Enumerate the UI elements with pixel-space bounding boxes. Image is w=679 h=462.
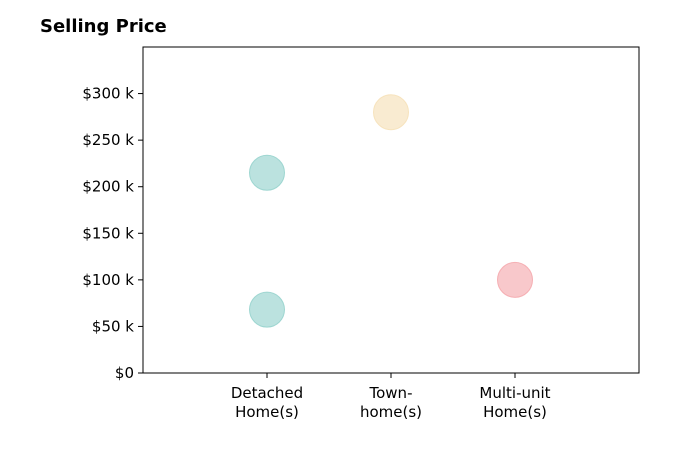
y-axis: $0 $50 k $100 k $150 k $200 k $250 k $300 k [82, 85, 143, 382]
chart-title: Selling Price [40, 16, 167, 37]
data-point-3 [497, 261, 533, 298]
y-tick-label: $200 k [82, 178, 134, 196]
x-tick-label: Multi-unit Home(s) [479, 384, 550, 421]
y-tick-label: $100 k [82, 271, 134, 289]
y-tick-label: $50 k [92, 317, 134, 335]
chart-marks [249, 94, 533, 328]
data-point-0 [249, 154, 285, 191]
data-point-1 [249, 291, 285, 328]
y-tick-label: $300 k [82, 85, 134, 103]
data-point-2 [373, 94, 409, 131]
x-tick-label: Town-home(s) [360, 384, 422, 421]
y-tick-label: $150 k [82, 224, 134, 242]
x-tick-label: Detached Home(s) [231, 384, 303, 421]
y-tick-label: $250 k [82, 131, 134, 149]
x-axis: Detached Home(s) Town-home(s) Multi-unit Hom… [231, 373, 551, 421]
y-tick-label: $0 [115, 364, 134, 382]
